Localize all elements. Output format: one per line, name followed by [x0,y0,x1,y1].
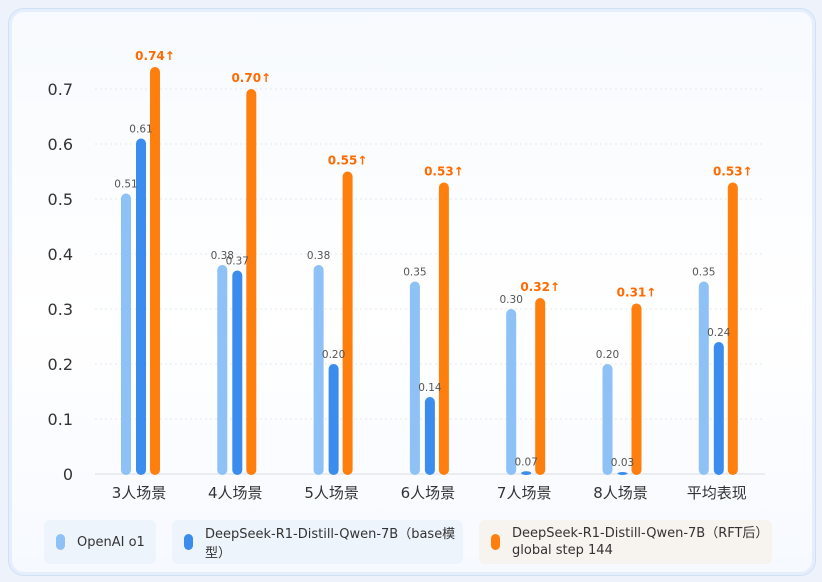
bar [521,471,532,475]
bar [409,281,420,475]
legend-item-base-model: DeepSeek-R1-Distill-Qwen-7B（base模型） [172,520,463,564]
bar [136,138,146,475]
bar [506,309,517,475]
data-label: 0.32↑ [520,280,560,294]
x-axis-ticks: 3人场景 4人场景 5人场景 6人场景 7人场景 8人场景 平均表现 [112,484,747,502]
data-label: 0.20 [322,349,345,361]
data-label: 0.24 [707,327,731,339]
legend-item-openai-o1: OpenAI o1 [44,520,156,564]
data-label: 0.51 [114,179,137,191]
x-tick-label: 8人场景 [593,484,648,502]
bar [328,364,339,475]
y-tick-label: 0.1 [48,410,73,429]
legend-swatch-base-model [184,534,193,550]
data-label: 0.38 [307,250,330,262]
bar [246,89,257,475]
legend-item-rft-model: DeepSeek-R1-Distill-Qwen-7B（RFT后） global… [479,520,772,564]
legend-label-rft-line1: DeepSeek-R1-Distill-Qwen-7B（RFT后） [512,526,769,541]
y-tick-label: 0.4 [48,245,73,264]
data-label: 0.35 [403,267,426,279]
data-label: 0.20 [596,349,619,361]
bar [342,171,353,475]
data-label: 0.03 [611,457,634,469]
data-label: 0.35 [692,267,715,279]
y-tick-label: 0.3 [48,300,73,319]
legend-label-rft-model: DeepSeek-R1-Distill-Qwen-7B（RFT后） global… [512,525,768,559]
bar [217,265,228,475]
y-tick-label: 0.6 [48,135,73,154]
data-label: 0.55↑ [328,154,368,168]
data-label: 0.30 [500,294,523,306]
data-label: 0.61 [129,124,152,136]
grid-lines [95,88,765,475]
bar [121,193,131,475]
data-label: 0.53↑ [713,165,753,179]
bar [232,270,243,475]
bar [713,342,724,475]
data-label: 0.07 [515,456,538,468]
x-tick-label: 平均表现 [687,484,747,502]
data-label: 0.31↑ [617,286,657,300]
x-tick-label: 6人场景 [401,484,456,502]
y-tick-label: 0 [63,465,73,484]
legend-swatch-rft-model [491,534,500,550]
bar [313,265,324,475]
x-tick-label: 5人场景 [304,484,359,502]
data-label: 0.70↑ [231,71,271,85]
y-tick-label: 0.7 [48,80,73,99]
bar [438,182,449,475]
legend-label-base-model: DeepSeek-R1-Distill-Qwen-7B（base模型） [205,527,456,561]
data-label: 0.53↑ [424,165,464,179]
bar [602,364,613,475]
bar [617,472,628,475]
x-tick-label: 3人场景 [112,484,167,502]
data-label: 0.74↑ [135,49,175,63]
bar [727,182,738,475]
y-axis-ticks: 0 0.1 0.2 0.3 0.4 0.5 0.6 0.7 [48,80,73,484]
legend-label-rft-line2: global step 144 [512,543,613,558]
legend-label-openai-o1: OpenAI o1 [77,534,145,550]
y-tick-label: 0.2 [48,355,73,374]
legend-swatch-openai-o1 [56,534,65,550]
bars [121,67,738,475]
bar [424,397,435,475]
x-tick-label: 4人场景 [208,484,263,502]
bar [535,298,546,475]
bar [698,281,709,475]
data-label: 0.37 [226,256,249,268]
data-label: 0.38 [211,250,234,262]
data-label: 0.14 [418,382,442,394]
x-tick-label: 7人场景 [497,484,552,502]
data-labels: 0.510.610.74↑0.380.370.70↑0.380.200.55↑0… [114,49,752,469]
y-tick-label: 0.5 [48,190,73,209]
bar [631,303,642,475]
bar [150,67,160,475]
